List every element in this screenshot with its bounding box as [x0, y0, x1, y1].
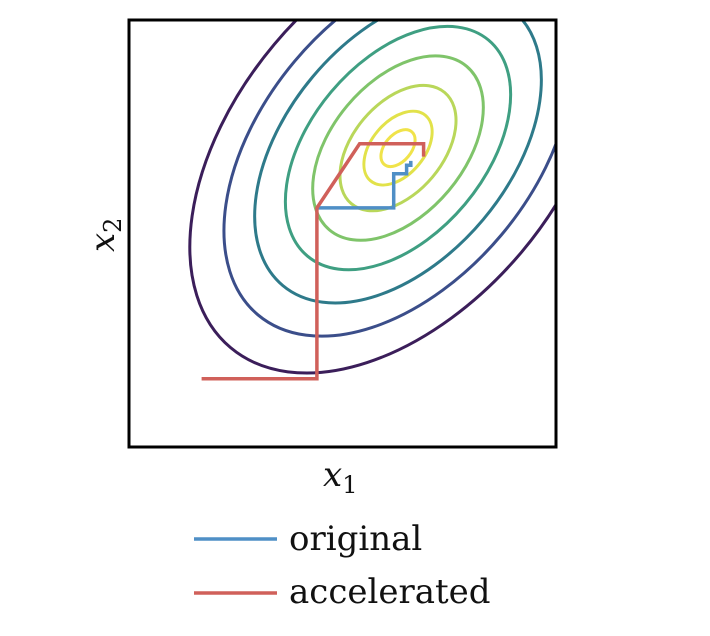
x-axis-label-main: x	[323, 455, 342, 495]
y-axis-label-sub: 2	[99, 218, 127, 233]
y-axis-label: x2	[83, 218, 127, 252]
contour-level-4	[311, 54, 485, 242]
x-axis-label-sub: 1	[342, 471, 357, 499]
contour-level-2	[362, 109, 434, 187]
y-axis-label-main: x	[83, 233, 123, 252]
legend: original accelerated	[194, 519, 491, 612]
contour-level-3	[338, 83, 458, 213]
contour-lines	[188, 20, 556, 375]
x-axis-label: x1	[323, 455, 357, 499]
contour-level-5	[283, 24, 513, 272]
legend-label-accelerated: accelerated	[289, 572, 491, 612]
contour-level-1	[379, 128, 417, 169]
series-layer	[201, 142, 426, 381]
contour-level-6	[253, 20, 543, 305]
contour-level-7	[222, 20, 556, 338]
series-line-original	[316, 160, 413, 210]
contour-level-8	[188, 20, 556, 375]
plot-frame	[127, 18, 558, 449]
series-line-accelerated	[201, 142, 426, 381]
legend-label-original: original	[289, 519, 422, 559]
